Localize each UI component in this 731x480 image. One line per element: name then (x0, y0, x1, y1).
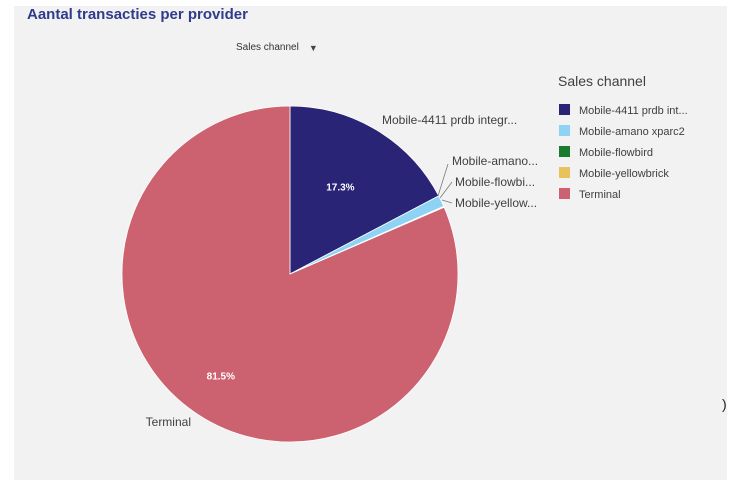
sales-channel-dropdown[interactable]: Sales channel ▼ (236, 42, 318, 53)
legend-swatch-mobile-yellowbrick[interactable] (559, 167, 570, 178)
dropdown-label: Sales channel (236, 42, 299, 53)
chevron-down-icon: ▼ (308, 42, 318, 53)
legend-label-terminal[interactable]: Terminal (579, 189, 621, 201)
legend-label-mobile-flowbird[interactable]: Mobile-flowbird (579, 147, 653, 159)
slice-label-mobile-flowbird: Mobile-flowbi... (455, 175, 535, 189)
chart-title: Aantal transacties per provider (27, 6, 248, 23)
slice-label-terminal: Terminal (146, 415, 191, 429)
legend-swatch-mobile-4411-prdb-int[interactable] (559, 104, 570, 115)
legend-swatch-terminal[interactable] (559, 188, 570, 199)
left-sidebar-strip (0, 0, 14, 480)
slice-label-mobile-yellowbrick: Mobile-yellow... (455, 196, 537, 210)
legend-label-mobile-yellowbrick[interactable]: Mobile-yellowbrick (579, 168, 669, 180)
edge-glyph: ) (722, 396, 727, 412)
slice-label-mobile-4411-prdb-int: Mobile-4411 prdb integr... (382, 113, 517, 127)
value-label-terminal: 81.5% (207, 371, 235, 382)
legend-swatch-mobile-amano-xparc2[interactable] (559, 125, 570, 136)
slice-label-mobile-amano-xparc2: Mobile-amano... (452, 154, 538, 168)
pie-slice-mobile-4411-prdb-int[interactable] (289, 105, 440, 275)
legend-label-mobile-4411-prdb-int[interactable]: Mobile-4411 prdb int... (579, 105, 688, 117)
leader-line (437, 163, 449, 197)
leader-line (439, 181, 453, 199)
leader-line (441, 199, 453, 204)
legend-title: Sales channel (558, 73, 646, 89)
legend-label-mobile-amano-xparc2[interactable]: Mobile-amano xparc2 (579, 126, 685, 138)
pie-slice-terminal[interactable] (121, 105, 459, 443)
value-label-mobile-4411-prdb-int: 17.3% (326, 183, 354, 194)
legend-swatch-mobile-flowbird[interactable] (559, 146, 570, 157)
